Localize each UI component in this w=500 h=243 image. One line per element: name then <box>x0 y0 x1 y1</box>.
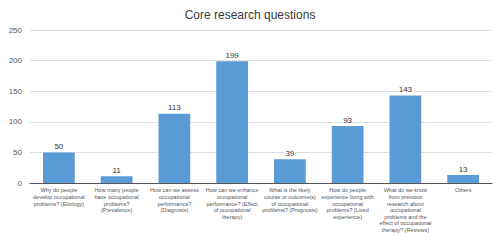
svg-text:therapy): therapy) <box>222 214 242 220</box>
svg-text:develop occupational: develop occupational <box>33 194 85 200</box>
svg-text:occupational: occupational <box>159 194 190 200</box>
svg-text:Core research questions: Core research questions <box>185 8 316 22</box>
svg-text:(Prevalence): (Prevalence) <box>101 207 132 213</box>
svg-text:effect of occupational: effect of occupational <box>379 220 431 226</box>
svg-text:250: 250 <box>9 26 23 35</box>
svg-text:11: 11 <box>112 166 121 175</box>
svg-text:Others: Others <box>455 187 472 193</box>
svg-text:What is the likely: What is the likely <box>269 187 311 193</box>
svg-text:50: 50 <box>13 148 22 157</box>
svg-text:performance? (Effect: performance? (Effect <box>206 201 258 207</box>
svg-text:research about: research about <box>387 201 424 207</box>
svg-text:143: 143 <box>399 85 413 94</box>
svg-text:problems? (Lived: problems? (Lived <box>327 207 369 213</box>
svg-text:39: 39 <box>285 149 294 158</box>
svg-text:How do people: How do people <box>329 187 366 193</box>
svg-text:(Diagnosis): (Diagnosis) <box>160 207 188 213</box>
svg-text:course or outcome(s): course or outcome(s) <box>264 194 316 200</box>
svg-text:therapy? (Reviews): therapy? (Reviews) <box>382 227 430 233</box>
svg-text:What do we know: What do we know <box>384 187 427 193</box>
svg-text:problems?: problems? <box>104 201 130 207</box>
svg-text:How can we enhance: How can we enhance <box>206 187 259 193</box>
svg-text:experience living with: experience living with <box>321 194 373 200</box>
svg-text:199: 199 <box>225 51 239 60</box>
svg-text:problems? (Prognosis): problems? (Prognosis) <box>262 207 317 213</box>
svg-text:occupational: occupational <box>217 194 248 200</box>
svg-text:of occupational: of occupational <box>214 207 251 213</box>
svg-text:occupational: occupational <box>390 207 421 213</box>
svg-text:experience): experience) <box>333 214 362 220</box>
svg-text:0: 0 <box>18 179 23 188</box>
svg-text:150: 150 <box>9 87 23 96</box>
svg-text:Why do people: Why do people <box>41 187 78 193</box>
svg-text:113: 113 <box>168 103 181 112</box>
svg-text:13: 13 <box>459 165 468 174</box>
svg-text:performance?: performance? <box>157 201 191 207</box>
svg-text:How can we assess: How can we assess <box>150 187 199 193</box>
svg-text:problems and the: problems and the <box>384 214 427 220</box>
svg-text:93: 93 <box>343 116 352 125</box>
svg-text:occupational: occupational <box>332 201 363 207</box>
svg-text:problems? (Etiology): problems? (Etiology) <box>34 201 85 207</box>
svg-text:have occupational: have occupational <box>94 194 138 200</box>
svg-text:200: 200 <box>9 56 23 65</box>
svg-text:50: 50 <box>54 142 63 151</box>
svg-text:from previous: from previous <box>389 194 423 200</box>
svg-text:100: 100 <box>9 117 23 126</box>
svg-text:How many people: How many people <box>95 187 139 193</box>
svg-text:of occupational: of occupational <box>271 201 308 207</box>
